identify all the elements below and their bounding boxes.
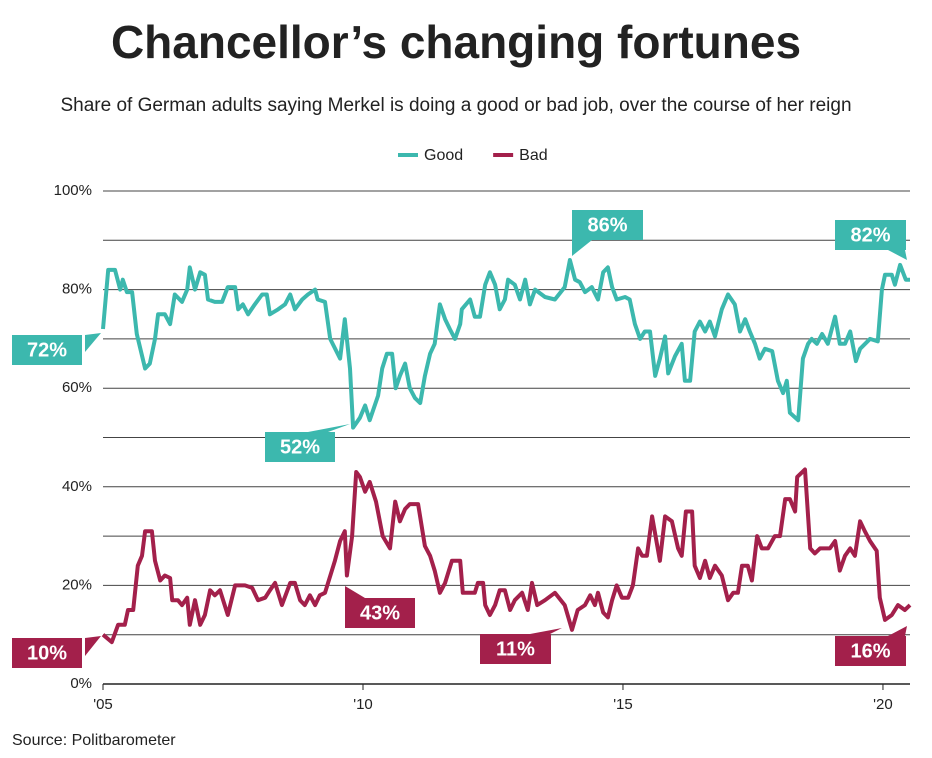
callout-pointer <box>572 240 592 256</box>
x-tick-label: '05 <box>93 696 113 713</box>
callout-box <box>572 210 643 240</box>
callout-label: 11% <box>496 638 535 660</box>
x-tick-label: '20 <box>873 696 893 713</box>
y-tick-label: 0% <box>70 675 92 692</box>
line <box>101 258 910 430</box>
callout-label: 43% <box>360 602 400 624</box>
callout-label: 72% <box>27 339 67 361</box>
callout-pointer <box>85 636 101 656</box>
callout-pointer <box>308 424 350 432</box>
callout-label: 52% <box>280 436 320 458</box>
y-tick-label: 80% <box>62 281 92 298</box>
x-tick-label: '10 <box>353 696 373 713</box>
callout-label: 86% <box>587 214 627 236</box>
callout-box <box>835 220 906 250</box>
y-tick-label: 20% <box>62 576 92 593</box>
callout-box <box>480 634 551 664</box>
callout-pointer <box>85 333 101 352</box>
callout-box <box>345 598 415 628</box>
x-tick-label: '15 <box>613 696 633 713</box>
callout-label: 16% <box>850 640 890 662</box>
callout-label: 10% <box>27 642 67 664</box>
callout-pointer <box>530 628 562 634</box>
callout-label: 82% <box>850 224 890 246</box>
callout-box <box>12 335 82 365</box>
callout-box <box>265 432 335 462</box>
line <box>101 467 912 645</box>
legend-label: Bad <box>519 147 547 164</box>
callout-pointer <box>345 586 365 598</box>
callout-box <box>835 636 906 666</box>
y-tick-label: 60% <box>62 379 92 396</box>
chart-title: Chancellor’s changing fortunes <box>111 16 801 68</box>
callout-pointer <box>888 626 907 636</box>
callout-box <box>12 638 82 668</box>
legend-label: Good <box>424 147 463 164</box>
y-tick-label: 100% <box>54 182 92 199</box>
chart-subtitle: Share of German adults saying Merkel is … <box>60 95 851 116</box>
source: Source: Politbarometer <box>12 732 176 749</box>
callout-pointer <box>888 250 907 260</box>
y-tick-label: 40% <box>62 478 92 495</box>
